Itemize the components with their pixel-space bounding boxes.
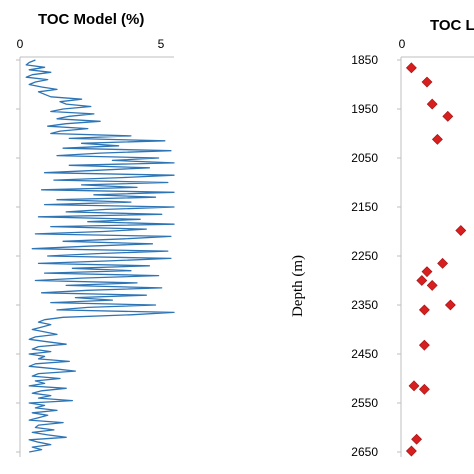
toc-lab-point-9 [426, 279, 438, 291]
toc-lab-ytick-label-5: 2350 [351, 298, 378, 312]
toc-lab-ytick-label-6: 2450 [351, 347, 378, 361]
toc-lab-points [405, 62, 467, 457]
toc-lab-ytick-label-3: 2150 [351, 200, 378, 214]
toc-lab-point-1 [421, 76, 433, 88]
toc-lab-point-2 [426, 98, 438, 110]
toc-lab-point-15 [411, 433, 423, 445]
toc-lab-title: TOC L [430, 17, 474, 34]
toc-lab-point-4 [431, 133, 443, 145]
toc-model-xtick-5: 5 [158, 37, 165, 51]
toc-lab-y-ticks: 1850 1950 2050 2150 2250 2350 2450 2550 2650 [351, 53, 401, 459]
toc-lab-point-11 [418, 304, 430, 316]
toc-model-y-tickmarks [16, 59, 20, 453]
toc-lab-point-10 [444, 299, 456, 311]
toc-lab-point-0 [405, 62, 417, 74]
toc-lab-point-6 [437, 257, 449, 269]
toc-lab-ytick-label-8: 2650 [351, 445, 378, 459]
toc-model-xtick-0: 0 [17, 37, 24, 51]
toc-lab-point-16 [405, 445, 417, 457]
toc-lab-y-axis-label: Depth (m) [290, 255, 306, 317]
toc-lab-point-14 [418, 383, 430, 395]
toc-lab-ytick-label-0: 1850 [351, 53, 378, 67]
toc-lab-point-12 [418, 339, 430, 351]
toc-model-series-line-0 [25, 59, 175, 453]
toc-lab-point-7 [421, 266, 433, 278]
toc-lab-point-3 [442, 110, 454, 122]
toc-lab-point-8 [416, 275, 428, 286]
toc-lab-ytick-label-7: 2550 [351, 396, 378, 410]
toc-model-panel: TOC Model (%) 0 5 [16, 11, 175, 457]
toc-lab-xtick-0: 0 [399, 37, 406, 51]
toc-lab-point-5 [455, 225, 467, 236]
toc-lab-ytick-label-1: 1950 [351, 102, 378, 116]
toc-lab-ytick-label-2: 2050 [351, 151, 378, 165]
toc-model-series [25, 59, 175, 453]
toc-model-title: TOC Model (%) [38, 11, 144, 28]
toc-lab-ytick-label-4: 2250 [351, 249, 378, 263]
toc-lab-panel: TOC L 0 Depth (m) 1850 1950 2050 2150 2250 23… [290, 17, 474, 459]
toc-lab-point-13 [408, 380, 420, 392]
